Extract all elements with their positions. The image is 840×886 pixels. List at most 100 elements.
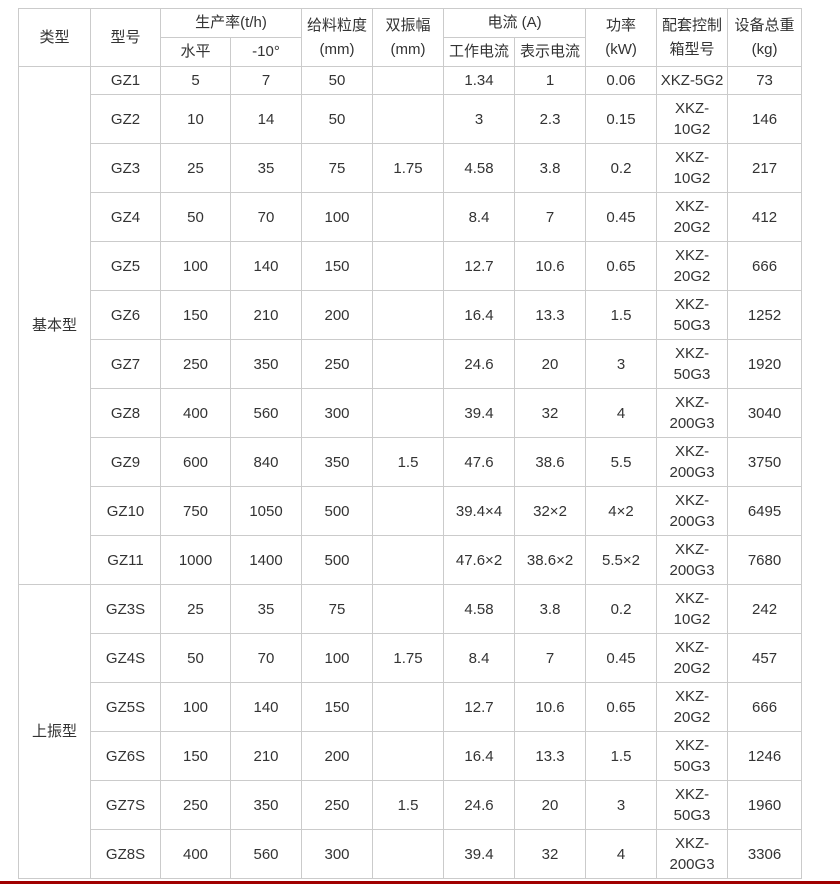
- cell-indicated-current: 7: [514, 633, 587, 683]
- cell-incline: 140: [229, 241, 303, 291]
- cell-indicated-current: 13.3: [514, 731, 587, 781]
- cell-working-current: 1.34: [443, 66, 516, 95]
- cell-incline: 7: [229, 66, 303, 95]
- cell-working-current: 3: [443, 94, 516, 144]
- cell-power: 0.06: [585, 66, 658, 95]
- cell-weight: 217: [727, 143, 803, 193]
- cell-horizontal: 50: [160, 192, 231, 242]
- cell-indicated-current: 3.8: [514, 584, 587, 634]
- cell-control-box: XKZ- 10G2: [656, 94, 729, 144]
- cell-indicated-current: 20: [514, 780, 587, 830]
- cell-horizontal: 250: [160, 780, 231, 830]
- cell-indicated-current: 38.6×2: [514, 535, 587, 585]
- cell-horizontal: 250: [160, 339, 231, 389]
- cell-incline: 210: [229, 731, 303, 781]
- cell-incline: 350: [229, 339, 303, 389]
- cell-weight: 666: [727, 682, 803, 732]
- cell-weight: 1960: [727, 780, 803, 830]
- cell-power: 4: [585, 388, 658, 438]
- cell-feed-size: 200: [301, 290, 374, 340]
- cell-amplitude: [372, 290, 445, 340]
- table-row: 基本型 GZ1 5 7 50 1.34 1 0.06 XKZ-5G2 73: [18, 66, 803, 585]
- cell-weight: 3306: [727, 829, 803, 879]
- header-control-box: 配套控制 箱型号: [656, 8, 729, 67]
- cell-horizontal: 400: [160, 388, 231, 438]
- cell-horizontal: 600: [160, 437, 231, 487]
- cell-incline: 840: [229, 437, 303, 487]
- table-body: 基本型 GZ1 5 7 50 1.34 1 0.06 XKZ-5G2 73 GZ2 10 14 50 3 2.…: [18, 66, 803, 879]
- cell-feed-size: 150: [301, 682, 374, 732]
- cell-weight: 3750: [727, 437, 803, 487]
- cell-model: GZ11: [90, 535, 161, 585]
- cell-horizontal: 100: [160, 682, 231, 732]
- table-row: GZ11 1000 1400 500 47.6×2 38.6×2 5.5×2 XKZ- 200…: [19, 535, 803, 585]
- header-feed-size: 给料粒度 (mm): [301, 8, 374, 67]
- bottom-accent-line: [0, 881, 840, 884]
- header-row-2: 水平 -10° 工作电流 表示电流: [19, 37, 802, 67]
- cell-weight: 146: [727, 94, 803, 144]
- cell-feed-size: 100: [301, 192, 374, 242]
- cell-control-box: XKZ- 200G3: [656, 437, 729, 487]
- cell-indicated-current: 20: [514, 339, 587, 389]
- cell-power: 3: [585, 339, 658, 389]
- cell-working-current: 16.4: [443, 290, 516, 340]
- cell-working-current: 16.4: [443, 731, 516, 781]
- table-row: GZ5S 100 140 150 12.7 10.6 0.65 XKZ- 20G2 666: [19, 682, 803, 732]
- cell-indicated-current: 38.6: [514, 437, 587, 487]
- cell-incline: 140: [229, 682, 303, 732]
- table-header: 类型 型号 生产率(t/h) 给料粒度 (mm) 双振幅 (mm) 电流 (A)…: [18, 8, 803, 67]
- cell-weight: 412: [727, 192, 803, 242]
- cell-feed-size: 500: [301, 486, 374, 536]
- table-row: GZ8 400 560 300 39.4 32 4 XKZ- 200G3 3040: [19, 388, 803, 438]
- cell-working-current: 47.6: [443, 437, 516, 487]
- cell-amplitude: 1.5: [372, 437, 445, 487]
- cell-feed-size: 75: [301, 584, 374, 634]
- table-row: GZ9 600 840 350 1.5 47.6 38.6 5.5 XKZ- 200G3 3750: [19, 437, 803, 487]
- cell-feed-size: 250: [301, 780, 374, 830]
- cell-working-current: 39.4: [443, 388, 516, 438]
- cell-weight: 1246: [727, 731, 803, 781]
- cell-incline: 35: [229, 143, 303, 193]
- cell-feed-size: 75: [301, 143, 374, 193]
- cell-indicated-current: 3.8: [514, 143, 587, 193]
- cell-horizontal: 100: [160, 241, 231, 291]
- cell-control-box: XKZ- 200G3: [656, 388, 729, 438]
- table-row: GZ7 250 350 250 24.6 20 3 XKZ- 50G3 1920: [19, 339, 803, 389]
- cell-control-box: XKZ-5G2: [656, 66, 729, 95]
- cell-weight: 3040: [727, 388, 803, 438]
- cell-feed-size: 50: [301, 94, 374, 144]
- cell-control-box: XKZ- 50G3: [656, 780, 729, 830]
- table-row: GZ6S 150 210 200 16.4 13.3 1.5 XKZ- 50G3 1246: [19, 731, 803, 781]
- cell-working-current: 8.4: [443, 192, 516, 242]
- cell-amplitude: 1.75: [372, 143, 445, 193]
- cell-incline: 560: [229, 829, 303, 879]
- cell-working-current: 12.7: [443, 241, 516, 291]
- cell-control-box: XKZ- 10G2: [656, 143, 729, 193]
- cell-feed-size: 300: [301, 829, 374, 879]
- table-row: GZ4 50 70 100 8.4 7 0.45 XKZ- 20G2 412: [19, 192, 803, 242]
- cell-working-current: 4.58: [443, 143, 516, 193]
- cell-control-box: XKZ- 20G2: [656, 192, 729, 242]
- cell-control-box: XKZ- 50G3: [656, 290, 729, 340]
- table-row: GZ6 150 210 200 16.4 13.3 1.5 XKZ- 50G3 1252: [19, 290, 803, 340]
- cell-indicated-current: 10.6: [514, 682, 587, 732]
- cell-power: 5.5×2: [585, 535, 658, 585]
- cell-feed-size: 100: [301, 633, 374, 683]
- header-model: 型号: [90, 8, 161, 67]
- cell-power: 0.2: [585, 584, 658, 634]
- header-incline: -10°: [229, 37, 303, 67]
- cell-indicated-current: 1: [514, 66, 587, 95]
- cell-amplitude: [372, 829, 445, 879]
- cell-model: GZ8S: [90, 829, 161, 879]
- cell-incline: 70: [229, 633, 303, 683]
- cell-feed-size: 350: [301, 437, 374, 487]
- cell-incline: 1050: [229, 486, 303, 536]
- cell-indicated-current: 32: [514, 388, 587, 438]
- cell-incline: 350: [229, 780, 303, 830]
- cell-indicated-current: 13.3: [514, 290, 587, 340]
- header-current: 电流 (A): [443, 8, 587, 38]
- cell-indicated-current: 7: [514, 192, 587, 242]
- cell-indicated-current: 10.6: [514, 241, 587, 291]
- cell-feed-size: 250: [301, 339, 374, 389]
- cell-amplitude: [372, 486, 445, 536]
